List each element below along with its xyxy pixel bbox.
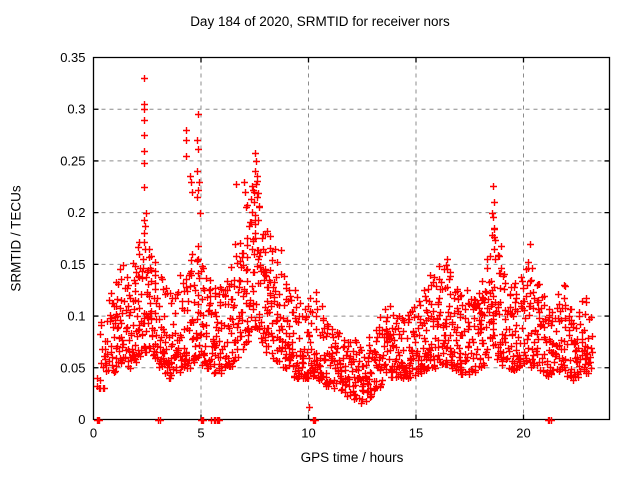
y-tick-label: 0.3 — [67, 102, 85, 117]
x-tick-label: 10 — [301, 426, 315, 441]
y-tick-label: 0.1 — [67, 309, 85, 324]
x-tick-label: 5 — [197, 426, 204, 441]
y-tick-label: 0.15 — [60, 257, 85, 272]
scatter-points — [94, 75, 596, 424]
y-tick-label: 0 — [78, 412, 85, 427]
y-tick-label: 0.2 — [67, 205, 85, 220]
y-tick-label: 0.25 — [60, 153, 85, 168]
x-tick-label: 15 — [409, 426, 423, 441]
x-tick-label: 0 — [90, 426, 97, 441]
y-tick-label: 0.35 — [60, 50, 85, 65]
chart-title: Day 184 of 2020, SRMTID for receiver nor… — [190, 14, 450, 29]
x-tick-label: 20 — [516, 426, 530, 441]
y-tick-label: 0.05 — [60, 360, 85, 375]
x-axis-label: GPS time / hours — [300, 450, 404, 465]
